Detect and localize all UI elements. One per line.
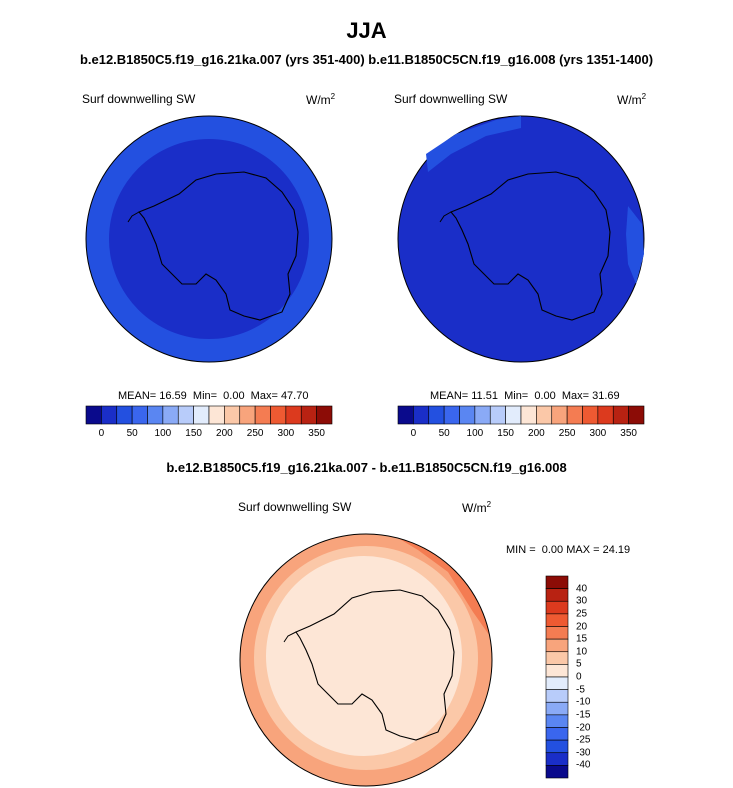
colorbar-swatch [285, 405, 302, 425]
colorbar-tick-label: 250 [246, 428, 264, 439]
left-units-label: W/m2 [306, 92, 336, 107]
colorbar-swatch [239, 405, 256, 425]
colorbar-swatch [208, 405, 225, 425]
colorbar-tick-label: 30 [576, 595, 588, 607]
colorbar-tick-label: 25 [576, 608, 588, 620]
colorbar-swatch [147, 405, 164, 425]
colorbar-tick-label: 250 [558, 428, 576, 439]
colorbar-tick-label: 10 [576, 646, 588, 658]
colorbar-tick-label: 300 [277, 428, 295, 439]
left-variable-label: Surf downwelling SW [82, 92, 196, 106]
colorbar-swatch [474, 405, 491, 425]
colorbar-tick-label: 5 [576, 658, 582, 670]
colorbar-swatch [300, 405, 317, 425]
colorbar-swatch [520, 405, 537, 425]
colorbar-swatch [116, 405, 133, 425]
colorbar-swatch [428, 405, 445, 425]
right-polar-map [397, 115, 645, 363]
diff-map-border [239, 533, 493, 787]
left-antarctica-outline [138, 171, 299, 321]
colorbar-swatch [628, 405, 645, 425]
diff-peninsula-outline [283, 631, 297, 643]
difference-title: b.e12.B1850C5.f19_g16.21ka.007 - b.e11.B… [166, 460, 567, 475]
colorbar-tick-label: -25 [576, 734, 591, 746]
colorbar-tick-label: 300 [589, 428, 607, 439]
colorbar-tick-label: 200 [216, 428, 233, 439]
colorbar-swatch [443, 405, 460, 425]
right-antarctica-outline [450, 171, 611, 321]
colorbar-swatch [597, 405, 614, 425]
right-map-patch-top [426, 116, 521, 172]
colorbar-swatch [413, 405, 430, 425]
left-map-inner-field [109, 139, 309, 339]
colorbar-tick-label: 100 [154, 428, 172, 439]
colorbar-swatch [536, 405, 553, 425]
colorbar-tick-label: 350 [620, 428, 637, 439]
colorbar-tick-label: 200 [528, 428, 545, 439]
right-colorbar [397, 405, 645, 425]
colorbar-swatch [551, 405, 568, 425]
colorbar-tick-label: 40 [576, 583, 588, 595]
colorbar-swatch [101, 405, 118, 425]
colorbar-swatch [459, 405, 476, 425]
left-peninsula-outline [127, 211, 140, 223]
colorbar-tick-label: -15 [576, 709, 591, 721]
colorbar-swatch [177, 405, 194, 425]
colorbar-swatch [612, 405, 629, 425]
colorbar-swatch [397, 405, 414, 425]
diff-stats: MIN = 0.00 MAX = 24.19 [506, 544, 631, 556]
diff-polar-map [239, 533, 493, 787]
colorbar-tick-label: -40 [576, 759, 591, 771]
colorbar-tick-label: 15 [576, 633, 588, 645]
colorbar-tick-label: -10 [576, 696, 591, 708]
colorbar-swatch [85, 405, 102, 425]
colorbar-swatch [131, 405, 148, 425]
colorbar-swatch [162, 405, 179, 425]
colorbar-swatch [582, 405, 599, 425]
colorbar-swatch [489, 405, 506, 425]
colorbar-tick-label: -30 [576, 747, 591, 759]
right-variable-label: Surf downwelling SW [394, 92, 508, 106]
right-colorbar-labels: 0 50 100 150 200 250 300 350 [398, 428, 644, 440]
colorbar-swatch [566, 405, 583, 425]
diff-units-label: W/m2 [462, 500, 492, 515]
colorbar-swatch [193, 405, 210, 425]
colorbar-tick-label: 100 [466, 428, 484, 439]
diff-colorbar-labels: 40 30 25 20 15 10 5 0 -5 -10 -15 -20 -25 -30 -40 [546, 576, 606, 778]
diff-colorbar [545, 575, 569, 779]
right-stats: MEAN= 11.51 Min= 0.00 Max= 31.69 [430, 390, 620, 402]
colorbar-tick-label: 0 [98, 428, 105, 439]
colorbar-swatch [316, 405, 333, 425]
colorbar-tick-label: 50 [126, 428, 138, 439]
diff-antarctica-outline [295, 589, 455, 741]
colorbar-swatch [545, 765, 569, 779]
right-map-patch-right [626, 206, 644, 284]
right-units-label: W/m2 [617, 92, 647, 107]
colorbar-tick-label: -20 [576, 722, 591, 733]
colorbar-swatch [505, 405, 522, 425]
colorbar-tick-label: 0 [576, 671, 582, 683]
colorbar-tick-label: 150 [185, 428, 202, 439]
colorbar-tick-label: 20 [576, 621, 588, 632]
colorbar-swatch [270, 405, 287, 425]
left-stats: MEAN= 16.59 Min= 0.00 Max= 47.70 [118, 390, 309, 402]
colorbar-tick-label: -5 [576, 684, 585, 696]
colorbar-tick-label: 0 [410, 428, 417, 439]
page-title: JJA [346, 18, 387, 43]
diff-map-low-zone [266, 556, 462, 756]
colorbar-swatch [254, 405, 271, 425]
left-colorbar-labels: 0 50 100 150 200 250 300 350 [86, 428, 332, 440]
right-peninsula-outline [439, 211, 452, 223]
page-subtitle: b.e12.B1850C5.f19_g16.21ka.007 (yrs 351-… [79, 52, 654, 67]
colorbar-tick-label: 350 [308, 428, 325, 439]
left-colorbar [85, 405, 333, 425]
diff-variable-label: Surf downwelling SW [238, 500, 352, 514]
colorbar-tick-label: 150 [497, 428, 514, 439]
colorbar-tick-label: 50 [438, 428, 450, 439]
colorbar-swatch [224, 405, 241, 425]
left-polar-map [85, 115, 333, 363]
